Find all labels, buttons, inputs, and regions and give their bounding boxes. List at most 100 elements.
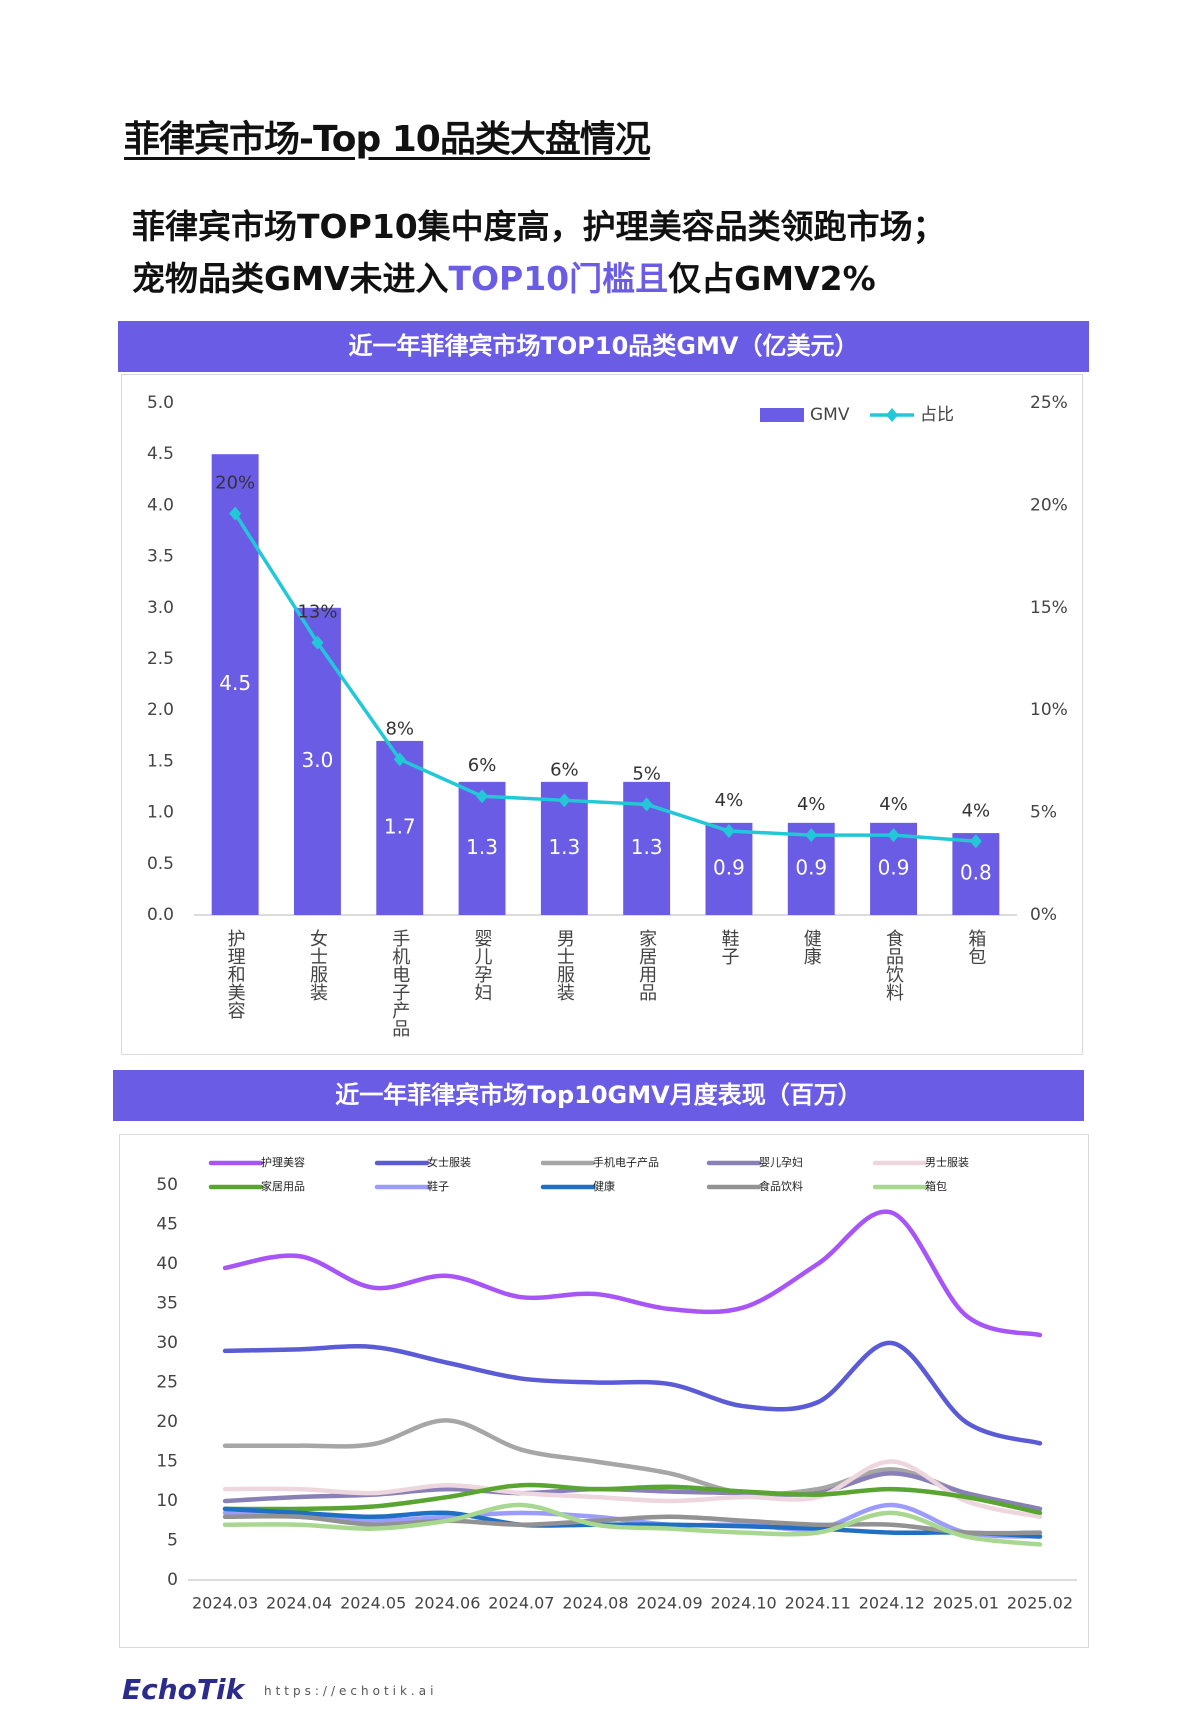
legend-label: 健康 [593,1179,615,1193]
x-tick-label: 手机电子产品 [389,929,410,1037]
line-marker [229,506,242,521]
headline-line: 宠物品类GMV未进入TOP10门槛且仅占GMV2% [132,252,876,300]
line-value-label: 6% [550,759,579,780]
x-tick-label: 婴儿孕妇 [472,929,493,1001]
line [222,1502,1043,1539]
y-tick-label: 0.5 [147,854,174,874]
line [222,1506,1043,1539]
line-value-label: 20% [215,473,255,494]
legend-label: 护理美容 [261,1155,305,1169]
legend-label: 手机电子产品 [593,1155,659,1169]
line-value-label: 4% [715,790,744,811]
y2-tick-label: 5% [1030,803,1057,823]
x-tick-label: 2024.08 [562,1594,628,1613]
legend-label: 女士服装 [427,1155,471,1169]
y-tick-label: 0.0 [147,905,174,925]
x-tick-label: 家居用品 [636,929,657,1001]
y2-tick-label: 20% [1030,495,1068,515]
page-title: 菲律宾市场-Top 10品类大盘情况 [124,119,651,160]
bar-value-label: 0.8 [960,861,992,885]
y-tick-label: 4.0 [147,495,174,515]
y-tick-label: 20 [156,1412,178,1432]
x-tick-label: 2025.01 [933,1594,999,1613]
bar [293,607,341,915]
legend-swatch [760,408,804,422]
legend-label: 男士服装 [925,1156,969,1169]
y2-tick-label: 10% [1030,700,1068,720]
x-tick-label: 健康 [801,929,822,965]
legend-label: 占比 [920,405,954,425]
bar-value-label: 0.9 [713,855,745,879]
y-tick-label: 45 [156,1215,178,1235]
bar-value-label: 3.0 [302,748,334,772]
legend-label: 箱包 [925,1179,947,1193]
headline-line: 菲律宾市场TOP10集中度高，护理美容品类领跑市场； [132,200,946,248]
line [222,1340,1043,1446]
x-tick-label: 2024.10 [711,1594,777,1613]
bar-value-label: 0.9 [795,855,827,879]
y-tick-label: 5 [167,1531,178,1551]
chart-frame [119,1134,1089,1648]
y-tick-label: 4.5 [147,444,174,464]
bar [458,781,506,915]
line-marker [887,828,900,843]
bar-value-label: 4.5 [219,671,251,695]
headline-text: 仅占GMV2% [668,259,876,298]
bar [705,822,753,915]
bar-value-label: 0.9 [878,855,910,879]
x-tick-label: 2025.02 [1007,1594,1073,1613]
x-tick-label: 鞋子 [718,929,739,965]
line [233,512,976,844]
line-marker [393,752,406,767]
line-value-label: 5% [632,763,661,784]
legend-label: 婴儿孕妇 [759,1156,803,1169]
line [222,1513,1043,1536]
y-tick-label: 35 [156,1294,178,1314]
y-tick-label: 25 [156,1373,178,1393]
y2-tick-label: 25% [1030,393,1068,413]
bar-value-label: 1.3 [631,835,663,859]
headline-text: 宠物品类GMV未进入 [132,259,449,298]
line-value-label: 4% [797,794,826,815]
y-tick-label: 3.0 [147,598,174,618]
x-tick-label: 2024.04 [266,1594,332,1613]
y-tick-label: 1.5 [147,751,174,771]
line-marker [805,828,818,843]
line-value-label: 8% [385,718,414,739]
legend-label: GMV [810,405,850,425]
x-tick-label: 护理和美容 [225,929,246,1019]
y-tick-label: 3.5 [147,547,174,567]
y-tick-label: 50 [156,1175,178,1195]
bar-value-label: 1.3 [466,835,498,859]
y-tick-label: 30 [156,1333,178,1353]
chart-title: 近一年菲律宾市场TOP10品类GMV（亿美元） [118,321,1089,372]
chart-frame [121,374,1083,1055]
x-tick-label: 男士服装 [554,929,575,1001]
y-tick-label: 1.0 [147,803,174,823]
line-value-label: 4% [962,800,991,821]
line [222,1459,1043,1520]
y-tick-label: 5.0 [147,393,174,413]
y-tick-label: 2.5 [147,649,174,669]
line-value-label: 13% [297,602,337,623]
bar-value-label: 1.7 [384,814,416,838]
headline-text: TOP10门槛且 [448,259,669,298]
line-marker [722,824,735,839]
y-tick-label: 10 [156,1491,178,1511]
y2-tick-label: 0% [1030,905,1057,925]
x-tick-label: 2024.11 [785,1594,851,1613]
line [222,1502,1043,1547]
legend-label: 食品饮料 [759,1179,803,1193]
x-tick-label: 2024.03 [192,1594,258,1613]
line-marker [311,635,324,650]
x-tick-label: 2024.12 [859,1594,925,1613]
y-tick-label: 15 [156,1452,178,1472]
line-marker [969,834,982,849]
line-marker [640,797,653,812]
x-tick-label: 2024.06 [414,1594,480,1613]
line [222,1482,1043,1516]
bar [211,454,259,915]
x-tick-label: 箱包 [965,929,986,965]
legend-swatch [886,408,898,422]
